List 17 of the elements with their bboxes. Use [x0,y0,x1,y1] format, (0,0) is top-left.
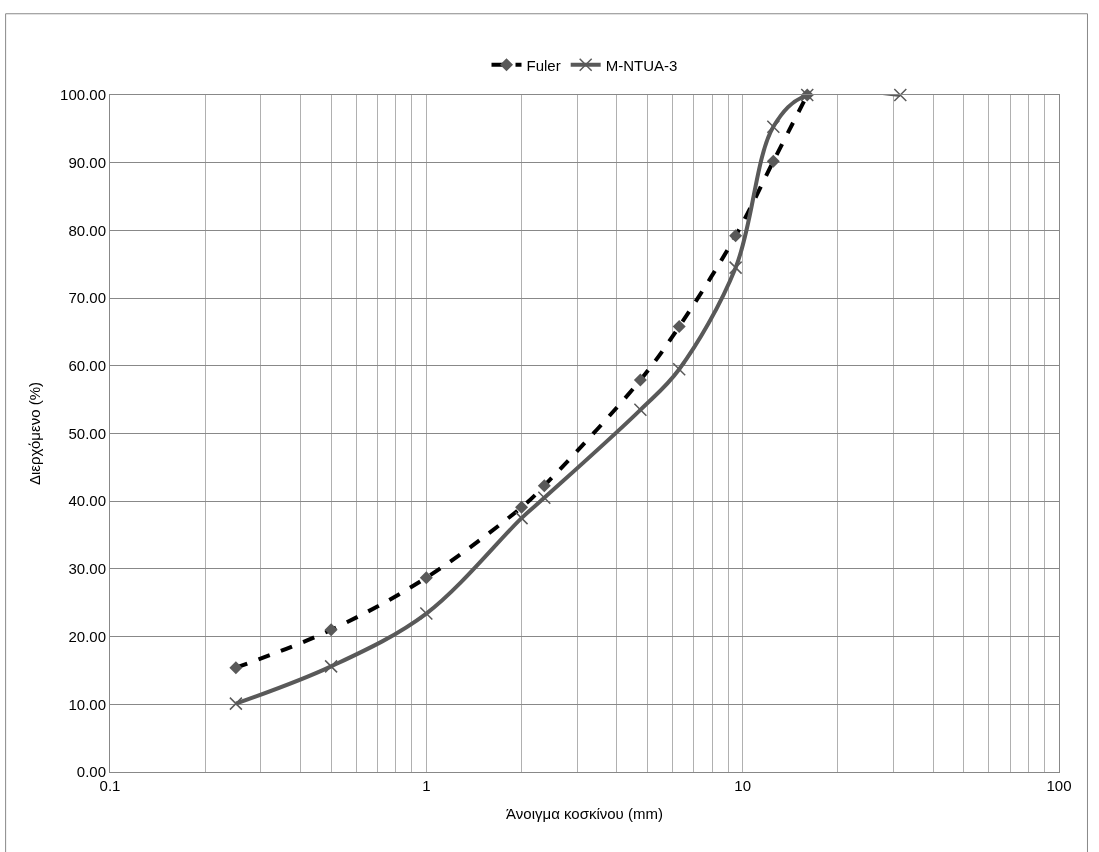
y-axis-title: Διερχόμενο (%) [26,381,44,486]
x-tick-label: 1 [422,777,431,794]
y-tick-label: 30.00 [68,560,106,578]
y-tick-label: 100.00 [60,86,106,104]
legend-label: M-NTUA-3 [605,56,678,74]
y-tick-label: 20.00 [68,627,106,645]
y-tick-label: 40.00 [68,492,106,510]
y-tick-label: 70.00 [68,289,106,307]
x-tick-label: 100 [1046,777,1072,794]
y-tick-label: 80.00 [68,221,106,239]
x-tick-label: 10 [734,777,752,794]
y-tick-label: 60.00 [68,357,106,375]
y-tick-label: 50.00 [68,424,106,442]
x-axis-title: Άνοιγμα κοσκίνου (mm) [506,805,663,822]
y-tick-label: 90.00 [68,153,106,171]
legend-label: Fuler [526,56,561,74]
y-tick-label: 10.00 [68,695,106,713]
